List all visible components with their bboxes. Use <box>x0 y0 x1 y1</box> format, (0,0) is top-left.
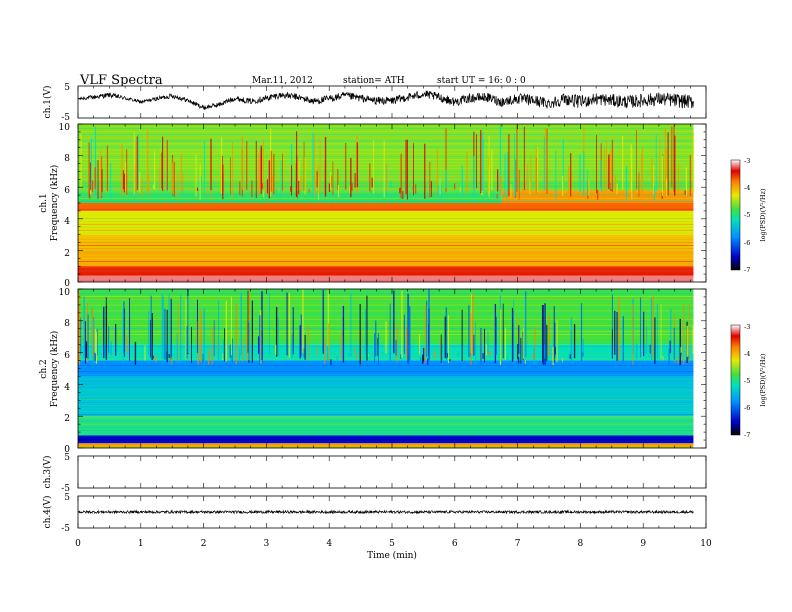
header-start-time: start UT = 16: 0 : 0 <box>437 76 526 86</box>
ch1-spectrogram-ylabel: Frequency (kHz) <box>49 165 60 242</box>
ch1-ytick-4: 4 <box>64 217 70 227</box>
xtick-label-0: 0 <box>75 539 81 549</box>
ch1-colorbar-tick-m4: -4 <box>744 184 750 192</box>
ch2-ytick-6: 6 <box>64 351 70 361</box>
ch2-ytick-8: 8 <box>64 319 70 329</box>
xtick-label-5: 5 <box>389 539 395 549</box>
ch1-ytick-6: 6 <box>64 186 70 196</box>
ch2-colorbar-label: log(PSD)(V²/Hz) <box>759 353 767 406</box>
ch1-spectrogram-channel-label: ch.1 <box>39 193 49 212</box>
xtick-label-7: 7 <box>515 539 521 549</box>
ch3-waveform-ylabel: ch.3(V) <box>42 456 53 489</box>
ch2-colorbar <box>730 324 741 436</box>
ch1-ytick-8: 8 <box>64 154 70 164</box>
ch1-ytick-0: 0 <box>64 279 70 289</box>
ch2-ytick-4: 4 <box>64 383 70 393</box>
xtick-label-4: 4 <box>326 539 332 549</box>
ch1-waveform-marks <box>77 90 694 110</box>
ch1-spectrogram-band-7 <box>78 179 694 191</box>
ch2-spectrogram-channel-label: ch.2 <box>39 359 49 378</box>
ch2-spectrogram-band-2 <box>78 416 694 436</box>
xtick-label-10: 10 <box>700 539 712 549</box>
ch2-ytick-0: 0 <box>64 445 70 455</box>
ch1-colorbar-tick-m5: -5 <box>744 211 750 219</box>
ch1-ytick-bottom: -5 <box>61 113 70 123</box>
xtick-label-8: 8 <box>578 539 584 549</box>
header-date: Mar.11, 2012 <box>252 76 313 86</box>
ch1-colorbar-tick-m3: -3 <box>744 157 750 165</box>
ch1-colorbar <box>730 159 741 271</box>
ch1-spectrogram-streaks <box>80 124 695 200</box>
xtick-label-1: 1 <box>138 539 144 549</box>
ch2-colorbar-tick-m5: -5 <box>744 377 750 385</box>
ch1-waveform-ylabel: ch.1(V) <box>42 86 53 119</box>
xtick-label-2: 2 <box>201 539 207 549</box>
ch1-spectrogram-panel: 10 8 6 4 2 0 ch.1 Frequency (kHz) -3 -4 … <box>39 123 767 289</box>
xtick-label-9: 9 <box>640 539 646 549</box>
ch4-ytick-top: 5 <box>64 493 70 503</box>
x-axis-ticks <box>77 86 707 528</box>
ch1-ytick-2: 2 <box>64 249 70 259</box>
ch1-waveform-panel: 5 -5 ch.1(V) <box>42 83 707 123</box>
ch1-ytick-top: 5 <box>64 83 70 93</box>
ch4-waveform-ylabel: ch.4(V) <box>42 496 53 529</box>
ch3-ytick-bottom: -5 <box>61 484 70 494</box>
xtick-label-6: 6 <box>452 539 458 549</box>
x-axis-label: Time (min) <box>367 550 417 561</box>
ch4-waveform-marks <box>77 509 694 515</box>
ch2-spectrogram-panel: 10 8 6 4 2 0 ch.2 Frequency (kHz) -3 -4 … <box>39 288 767 455</box>
ch2-spectrogram-streaks <box>78 289 694 366</box>
ch2-colorbar-tick-m7: -7 <box>744 431 750 439</box>
ch3-waveform-frame <box>77 455 707 489</box>
ch4-waveform-trace <box>77 509 694 515</box>
ch1-spectrogram-band-6a <box>78 190 502 203</box>
ch1-spectrogram-band-0 <box>78 275 694 282</box>
ch2-spectrogram-ylabel: Frequency (kHz) <box>49 331 60 408</box>
ch1-spectrogram-band-4 <box>78 210 694 235</box>
ch2-colorbar-tick-m3: -3 <box>744 323 750 331</box>
ch1-waveform-trace <box>77 90 694 110</box>
ch2-ytick-10: 10 <box>59 288 71 298</box>
ch2-colorbar-tick-m4: -4 <box>744 350 750 358</box>
ch1-ytick-10: 10 <box>59 123 71 133</box>
ch1-spectrogram-bands <box>78 124 694 282</box>
ch4-ytick-bottom: -5 <box>61 524 70 534</box>
ch4-waveform-panel: 5 -5 ch.4(V) <box>42 493 707 534</box>
ch3-ytick-top: 5 <box>64 453 70 463</box>
ch2-colorbar-tick-m6: -6 <box>744 404 750 412</box>
ch1-colorbar-tick-m7: -7 <box>744 266 750 274</box>
ch2-ytick-2: 2 <box>64 414 70 424</box>
figure-title: VLF Spectra <box>79 73 163 88</box>
ch2-spectrogram-band-0 <box>78 443 694 448</box>
ch1-spectrogram-band-8 <box>78 124 694 180</box>
ch1-colorbar-tick-m6: -6 <box>744 239 750 247</box>
x-axis-tick-labels: 0 1 2 3 4 5 6 7 8 9 10 <box>75 539 712 549</box>
ch2-spectrogram-bands <box>78 289 694 448</box>
ch3-waveform-panel: 5 -5 ch.3(V) <box>42 453 707 494</box>
ch1-colorbar-label: log(PSD)(V²/Hz) <box>759 188 767 241</box>
xtick-label-3: 3 <box>264 539 270 549</box>
header-station: station= ATH <box>343 76 405 86</box>
